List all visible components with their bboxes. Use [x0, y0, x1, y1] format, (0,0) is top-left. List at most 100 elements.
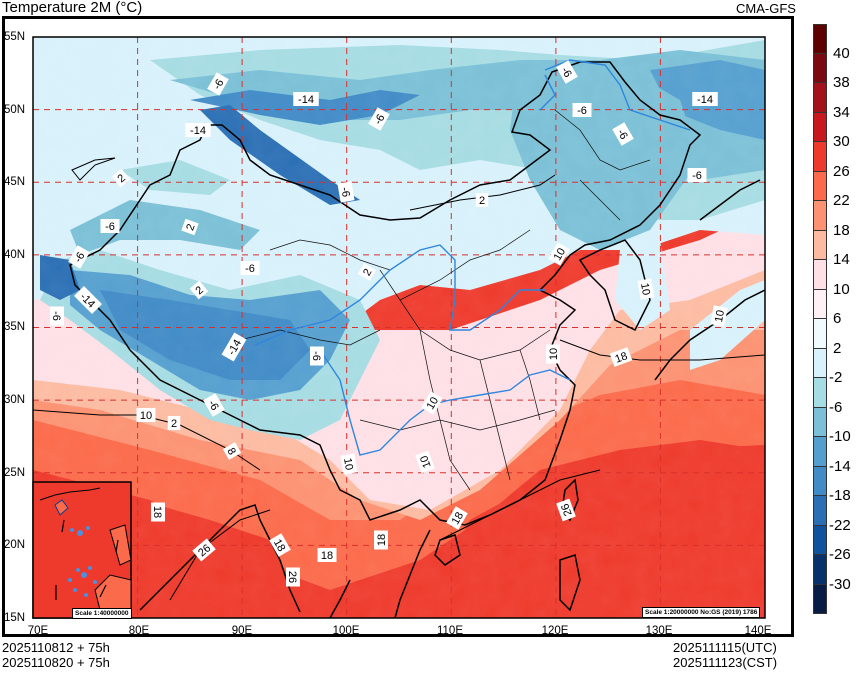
colorbar-segment	[813, 289, 827, 319]
contour-label: -14	[692, 92, 718, 106]
colorbar-tick-label: 26	[833, 162, 850, 180]
contour-label: -14	[293, 92, 319, 106]
colorbar-tick-label: 22	[833, 192, 850, 209]
south-china-sea-inset	[32, 481, 132, 619]
colorbar-tick-label: 2	[833, 339, 842, 357]
svg-text:2: 2	[184, 222, 197, 232]
colorbar-tick-label: -22	[829, 516, 851, 534]
svg-text:-6: -6	[310, 351, 322, 361]
colorbar-tick-label: -14	[829, 457, 851, 475]
contour-label: 2	[475, 193, 489, 207]
svg-text:-6: -6	[338, 186, 352, 198]
colorbar-tick-label: 14	[833, 251, 850, 268]
filled-temperature-field	[33, 37, 765, 618]
plot-area-border	[32, 36, 766, 619]
colorbar-segment	[813, 83, 827, 113]
map-scale-note: Scale 1:20000000 No:GS (2019) 1786	[642, 607, 761, 618]
svg-text:10: 10	[713, 309, 727, 323]
contour-label: -6	[240, 261, 260, 275]
svg-text:-6: -6	[50, 311, 62, 321]
lat-label-20n: 20N	[4, 539, 26, 551]
svg-text:26: 26	[286, 571, 298, 583]
contour-label: 18	[374, 530, 388, 550]
colorbar	[813, 24, 827, 614]
contour-label: 10	[710, 305, 728, 327]
contour-label: -6	[207, 72, 229, 96]
graticule	[33, 37, 765, 618]
colorbar-segment	[813, 230, 827, 260]
svg-text:10: 10	[341, 457, 355, 471]
lat-label-30n: 30N	[4, 394, 26, 406]
contour-label: 8	[222, 442, 242, 460]
colorbar-segment	[813, 496, 827, 526]
contour-label: 2	[189, 280, 209, 300]
chart-title: Temperature 2M (°C)	[2, 0, 143, 16]
svg-text:-14: -14	[190, 125, 206, 137]
colorbar-tick-label: -18	[829, 487, 851, 504]
borders	[69, 61, 765, 618]
valid-time-cst: 2025111123(CST)	[673, 655, 778, 670]
contour-label: -6	[368, 107, 390, 131]
lon-label-140e: 140E	[744, 625, 772, 637]
contour-label: 2	[357, 263, 377, 281]
colorbar-segment	[813, 348, 827, 378]
contour-label: -6	[556, 60, 578, 84]
svg-text:18: 18	[321, 550, 333, 562]
colorbar-segment	[813, 378, 827, 408]
contour-label: -6	[337, 181, 355, 203]
svg-text:26: 26	[559, 502, 574, 518]
contour-label: 26	[556, 498, 576, 522]
lon-label-90e: 90E	[231, 625, 253, 637]
colorbar-tick-label: -30	[829, 575, 851, 593]
lon-label-110e: 110E	[436, 625, 464, 637]
province-borders	[239, 109, 651, 491]
colorbar-segment	[813, 584, 827, 614]
svg-text:-6: -6	[577, 105, 587, 117]
svg-text:2: 2	[171, 418, 177, 430]
lat-label-35n: 35N	[4, 321, 26, 333]
lon-label-120e: 120E	[541, 625, 569, 637]
colorbar-segment	[813, 260, 827, 290]
svg-text:10: 10	[548, 348, 560, 360]
svg-text:-6: -6	[692, 170, 702, 182]
contour-label: -6	[687, 168, 707, 182]
rivers	[254, 59, 691, 456]
colorbar-segment	[813, 525, 827, 555]
colorbar-segment	[813, 407, 827, 437]
colorbar-tick-label: 34	[833, 103, 850, 121]
colorbar-tick-label: 30	[833, 133, 850, 150]
colorbar-segment	[813, 112, 827, 142]
colorbar-tick-label: -26	[829, 546, 851, 563]
colorbar-tick-label: -2	[829, 369, 843, 386]
colorbar-segment	[813, 53, 827, 83]
colorbar-segment	[813, 437, 827, 467]
contour-label: 2	[181, 218, 199, 236]
model-name: CMA-GFS	[736, 1, 796, 16]
contour-label: 26	[286, 567, 300, 587]
init-time-utc: 2025110812 + 75h	[2, 640, 110, 655]
svg-text:18: 18	[271, 537, 288, 554]
init-time-cst: 2025110820 + 75h	[2, 655, 110, 670]
contour-label: 2	[111, 168, 131, 188]
colorbar-segment	[813, 466, 827, 496]
contour-label: 10	[136, 408, 156, 422]
svg-text:-6: -6	[105, 221, 115, 233]
svg-text:10: 10	[140, 410, 152, 422]
lat-label-25n: 25N	[4, 467, 26, 479]
contour-label: -14	[185, 123, 211, 137]
colorbar-tick-label: 6	[833, 310, 842, 327]
colorbar-segment	[813, 171, 827, 201]
svg-text:-14: -14	[298, 94, 314, 106]
colorbar-segment	[813, 142, 827, 172]
colorbar-tick-label: 18	[833, 221, 850, 239]
svg-text:2: 2	[479, 195, 485, 207]
colorbar-tick-label: -10	[829, 428, 851, 445]
colorbar-segment	[813, 201, 827, 231]
contour-label: 18	[317, 548, 337, 562]
contour-label: 10	[637, 278, 655, 300]
lat-label-45n: 45N	[4, 176, 26, 188]
lat-label-55n: 55N	[4, 31, 26, 43]
contour-label: -6	[310, 346, 324, 366]
contour-label: 18	[151, 502, 165, 522]
